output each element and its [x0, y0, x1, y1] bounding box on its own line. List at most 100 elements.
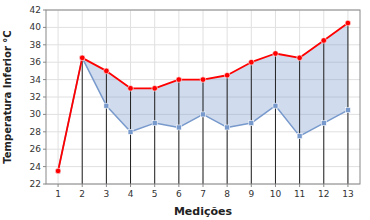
x-tick-label: 8: [224, 189, 230, 199]
series-marker: [80, 55, 85, 60]
plot-area: [55, 20, 350, 184]
x-tick: [82, 184, 83, 187]
x-grid-line: [323, 10, 324, 184]
x-tick: [323, 184, 324, 187]
x-tick: [178, 184, 179, 187]
y-tick-label: 40: [30, 22, 42, 32]
series-marker: [152, 86, 158, 92]
x-grid-line: [347, 10, 348, 184]
x-grid-line: [178, 10, 179, 184]
series-marker: [321, 121, 326, 126]
series-marker: [297, 55, 303, 61]
y-tick-label: 36: [30, 57, 42, 67]
series-marker: [345, 108, 350, 113]
series-marker: [249, 59, 255, 65]
y-tick: [43, 27, 46, 28]
x-tick-label: 4: [128, 189, 134, 199]
x-grid-line: [299, 10, 300, 184]
drop-line: [130, 88, 131, 184]
drop-line: [203, 80, 204, 184]
x-grid-line: [58, 10, 59, 184]
series-marker: [273, 103, 278, 108]
series-marker: [176, 125, 181, 130]
series-marker: [224, 72, 230, 78]
series-marker: [79, 55, 85, 61]
chart-container: 123456789101112132224262830323436384042M…: [0, 0, 370, 220]
x-grid-line: [251, 10, 252, 184]
series-marker: [152, 121, 157, 126]
x-tick: [299, 184, 300, 187]
series-marker: [321, 38, 327, 44]
drop-line: [299, 58, 300, 184]
series-line: [58, 58, 348, 171]
series-marker: [201, 112, 206, 117]
drop-line: [275, 54, 276, 185]
y-tick-label: 30: [30, 109, 42, 119]
y-tick: [43, 114, 46, 115]
x-tick: [203, 184, 204, 187]
x-tick-label: 7: [200, 189, 206, 199]
y-tick-label: 24: [30, 162, 42, 172]
x-axis-label: Medições: [174, 205, 233, 218]
series-marker: [104, 103, 109, 108]
y-tick-label: 22: [30, 179, 41, 189]
series-marker: [345, 20, 351, 26]
x-tick-label: 12: [318, 189, 329, 199]
series-marker: [200, 77, 206, 83]
series-marker: [249, 121, 254, 126]
drop-line: [347, 23, 348, 184]
series-marker: [128, 86, 134, 92]
y-tick-label: 38: [30, 40, 42, 50]
y-tick-label: 32: [30, 92, 41, 102]
series-marker: [104, 68, 110, 74]
series-marker: [56, 168, 61, 173]
y-tick: [43, 79, 46, 80]
x-grid-line: [82, 10, 83, 184]
x-grid-line: [106, 10, 107, 184]
y-tick: [43, 149, 46, 150]
y-tick: [43, 97, 46, 98]
x-tick: [347, 184, 348, 187]
x-tick-label: 3: [104, 189, 110, 199]
x-tick-label: 13: [342, 189, 353, 199]
x-grid-line: [275, 10, 276, 184]
x-tick-label: 11: [294, 189, 305, 199]
x-grid-line: [203, 10, 204, 184]
y-tick-label: 26: [30, 144, 42, 154]
y-tick-label: 28: [30, 127, 42, 137]
x-grid-line: [130, 10, 131, 184]
x-grid-line: [154, 10, 155, 184]
series-marker: [225, 125, 230, 130]
y-tick: [43, 10, 46, 11]
x-tick-label: 9: [248, 189, 254, 199]
x-grid-line: [227, 10, 228, 184]
series-marker: [176, 77, 182, 83]
y-tick: [43, 131, 46, 132]
series-marker: [297, 134, 302, 139]
series-line: [58, 23, 348, 171]
x-tick-label: 2: [79, 189, 85, 199]
series-marker: [273, 51, 279, 57]
x-tick-label: 5: [152, 189, 158, 199]
x-tick: [58, 184, 59, 187]
grid: [46, 10, 360, 184]
drop-line: [82, 58, 83, 184]
x-tick: [227, 184, 228, 187]
drop-line: [323, 40, 324, 184]
axes: 123456789101112132224262830323436384042: [30, 5, 354, 199]
x-tick: [130, 184, 131, 187]
y-axis-label: Temperatura Inferior °C: [2, 30, 13, 163]
x-tick-label: 10: [270, 189, 282, 199]
y-tick-label: 34: [30, 75, 42, 85]
y-tick-label: 42: [30, 5, 41, 15]
y-tick: [43, 166, 46, 167]
x-tick-label: 1: [55, 189, 61, 199]
series-marker: [55, 168, 61, 174]
drop-line: [154, 88, 155, 184]
y-tick: [43, 62, 46, 63]
y-tick: [43, 44, 46, 45]
plot-frame: [46, 10, 360, 184]
series-marker: [128, 129, 133, 134]
x-tick: [154, 184, 155, 187]
drop-line: [106, 71, 107, 184]
